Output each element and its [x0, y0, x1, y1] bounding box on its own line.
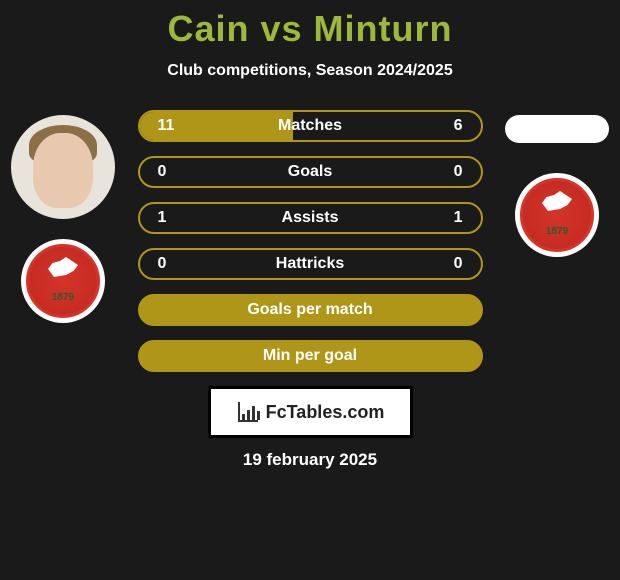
comparison-card: Cain vs Minturn Club competitions, Seaso…: [0, 0, 620, 580]
player-right-club-badge: 1879: [515, 173, 599, 257]
stat-label: Assists: [282, 209, 339, 227]
player-right-avatar: [505, 115, 609, 143]
stats-area: 1879 1879 11 Matches 6 0 Goals 0 1 Assists 1 0 Hat…: [0, 110, 620, 372]
stat-rows: 11 Matches 6 0 Goals 0 1 Assists 1 0 Hattricks 0 Goa…: [138, 110, 483, 372]
stat-row: 0 Goals 0: [138, 156, 483, 188]
stat-label: Hattricks: [276, 255, 344, 273]
stat-label: Min per goal: [263, 347, 357, 365]
fctables-logo: FcTables.com: [208, 386, 413, 438]
stat-row: 1 Assists 1: [138, 202, 483, 234]
stat-value-right: 0: [443, 255, 463, 273]
stat-label: Goals per match: [247, 301, 372, 319]
chart-icon: [236, 400, 260, 424]
stat-value-left: 0: [158, 163, 178, 181]
subtitle: Club competitions, Season 2024/2025: [0, 62, 620, 80]
player-left-club-badge: 1879: [21, 239, 105, 323]
stat-value-right: 0: [443, 163, 463, 181]
stat-value-right: 6: [443, 117, 463, 135]
page-title: Cain vs Minturn: [0, 8, 620, 50]
stat-row: 11 Matches 6: [138, 110, 483, 142]
stat-row: 0 Hattricks 0: [138, 248, 483, 280]
stat-value-left: 1: [158, 209, 178, 227]
stat-label: Goals: [288, 163, 332, 181]
stat-value-left: 0: [158, 255, 178, 273]
player-right-column: 1879: [502, 115, 612, 257]
player-left-avatar: [11, 115, 115, 219]
stat-row: Min per goal: [138, 340, 483, 372]
player-left-column: 1879: [8, 115, 118, 323]
logo-text: FcTables.com: [266, 402, 385, 423]
stat-row: Goals per match: [138, 294, 483, 326]
stat-value-left: 11: [158, 117, 178, 135]
date-text: 19 february 2025: [0, 450, 620, 470]
stat-value-right: 1: [443, 209, 463, 227]
stat-label: Matches: [278, 117, 342, 135]
